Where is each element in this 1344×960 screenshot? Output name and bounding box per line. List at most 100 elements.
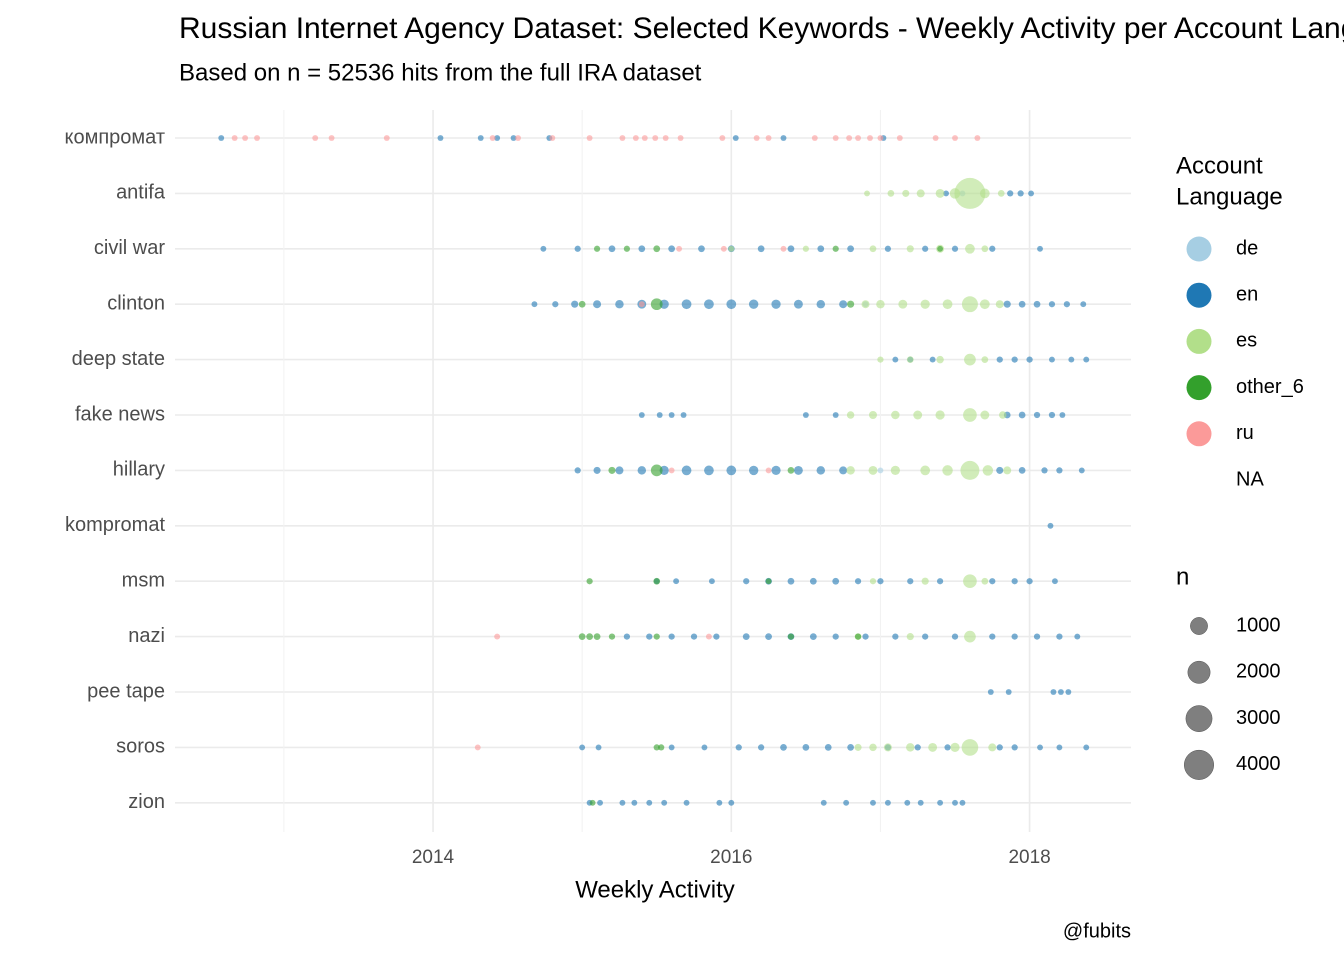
point: [218, 135, 225, 141]
point: [1018, 411, 1026, 419]
point: [1033, 633, 1041, 640]
point: [726, 465, 737, 476]
point: [705, 633, 712, 640]
point: [1074, 633, 1081, 640]
point: [995, 300, 1004, 309]
point: [1003, 466, 1012, 475]
point: [1083, 356, 1090, 363]
point: [906, 245, 914, 253]
point: [549, 135, 556, 141]
size-legend-key: [1187, 660, 1211, 684]
point: [586, 578, 593, 585]
size-legend-label: 2000: [1236, 661, 1281, 683]
point: [922, 633, 929, 640]
point: [793, 299, 803, 309]
point: [802, 245, 809, 252]
point: [1041, 467, 1048, 474]
point: [999, 411, 1007, 419]
point: [1037, 744, 1043, 751]
point: [855, 135, 862, 141]
point: [787, 245, 795, 253]
point: [593, 466, 601, 474]
point: [708, 578, 715, 585]
legend-key: [1186, 236, 1212, 262]
point: [869, 245, 877, 253]
point: [720, 245, 727, 252]
legend-key: [1186, 282, 1212, 308]
point: [474, 744, 481, 751]
point: [937, 245, 944, 252]
point: [1033, 300, 1041, 308]
point: [1011, 356, 1018, 363]
point: [884, 245, 892, 252]
point: [494, 633, 501, 640]
legend-title: Language: [1176, 183, 1283, 210]
size-legend-key: [1185, 705, 1213, 732]
point: [510, 135, 517, 141]
point: [887, 190, 895, 197]
point: [846, 135, 853, 141]
point: [676, 245, 683, 252]
x-tick-label: 2014: [412, 847, 455, 868]
point: [593, 300, 602, 309]
point: [780, 135, 787, 141]
x-tick-label: 2018: [1008, 847, 1050, 868]
point: [656, 412, 663, 418]
point: [1050, 689, 1057, 695]
point: [832, 577, 840, 585]
point: [987, 689, 994, 695]
point: [839, 466, 848, 475]
point: [982, 465, 994, 476]
point: [846, 411, 855, 419]
point: [668, 744, 675, 751]
point: [231, 135, 238, 141]
point: [816, 466, 826, 475]
point: [1048, 301, 1056, 308]
size-legend-key: [1190, 617, 1208, 635]
point: [964, 630, 976, 643]
point: [824, 744, 832, 751]
point: [809, 577, 817, 585]
point: [579, 744, 586, 751]
point: [820, 799, 827, 806]
point: [996, 356, 1003, 363]
point: [593, 245, 601, 252]
point: [680, 412, 687, 418]
legend-key: [1186, 328, 1212, 354]
point: [637, 466, 647, 475]
point: [540, 245, 547, 252]
point: [735, 744, 742, 751]
point: [950, 742, 960, 753]
point: [586, 633, 593, 640]
point: [578, 633, 586, 640]
point: [771, 465, 781, 476]
point: [242, 135, 249, 141]
point: [661, 799, 668, 806]
legend-label: ru: [1236, 422, 1254, 444]
chart-title: Russian Internet Agency Dataset: Selecte…: [179, 12, 1344, 45]
point: [765, 135, 772, 141]
point: [980, 410, 990, 420]
point: [1057, 689, 1064, 695]
point: [597, 799, 603, 806]
point: [964, 353, 976, 366]
point: [892, 633, 899, 640]
point: [883, 743, 892, 752]
y-tick-label: civil war: [94, 237, 165, 259]
point: [765, 633, 772, 640]
x-tick-label: 2016: [710, 847, 752, 868]
point: [869, 578, 877, 585]
point: [907, 578, 914, 585]
point: [787, 633, 795, 640]
point: [1056, 467, 1063, 474]
point: [668, 467, 675, 474]
legend-label: de: [1236, 237, 1258, 259]
legend-title: Account: [1176, 152, 1263, 179]
point: [989, 245, 996, 252]
point: [698, 245, 705, 253]
point: [646, 633, 653, 640]
point: [979, 299, 990, 310]
point: [1005, 689, 1012, 695]
point: [952, 799, 958, 806]
y-tick-label: kompromat: [65, 514, 165, 536]
